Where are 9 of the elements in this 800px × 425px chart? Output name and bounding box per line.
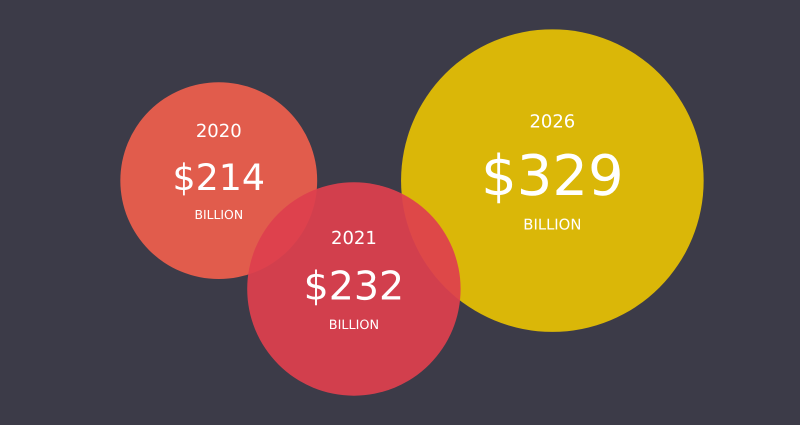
data-label: $232 (304, 263, 404, 310)
data-label: $214 (172, 156, 266, 200)
data-label: $329 (481, 144, 624, 210)
text: BILLION (328, 318, 380, 334)
text: BILLION (194, 207, 244, 222)
category-label: 2026 (529, 111, 576, 132)
category-label: 2021 (330, 228, 377, 249)
text: BILLION (523, 216, 582, 234)
category-label: 2020 (196, 121, 242, 142)
